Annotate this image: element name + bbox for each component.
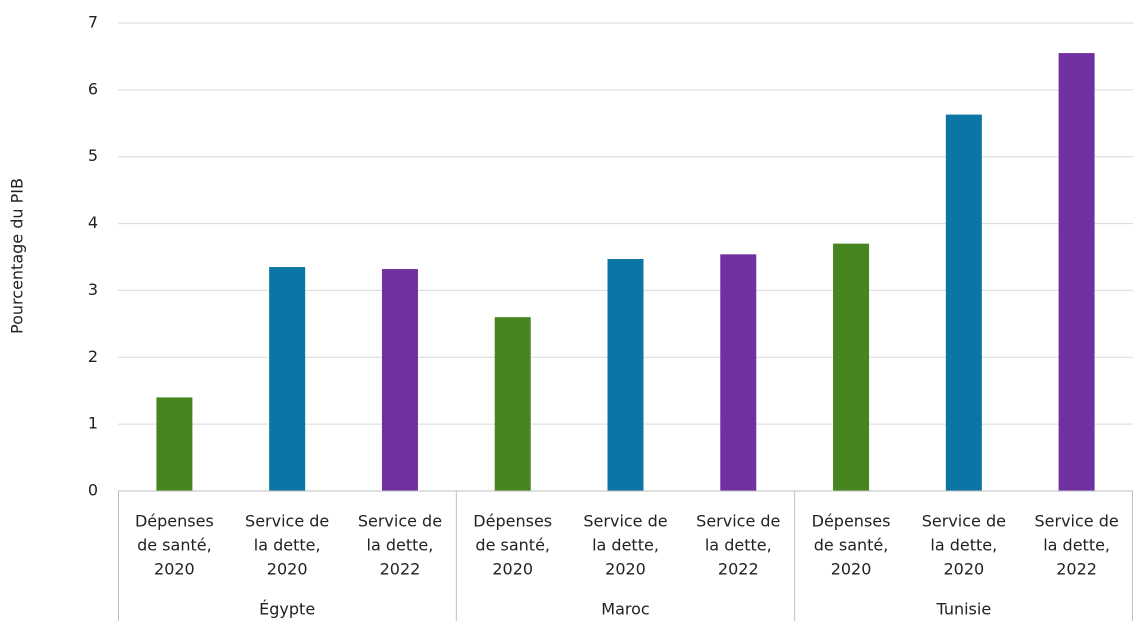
group-label: Maroc — [601, 600, 649, 619]
x-tick-label: 2022 — [718, 560, 759, 579]
group-label: Tunisie — [935, 600, 991, 619]
x-tick-label: Dépenses — [473, 512, 552, 531]
x-tick-label: la dette, — [1043, 536, 1110, 555]
bar — [833, 243, 870, 491]
x-tick-label: la dette, — [592, 536, 659, 555]
y-tick-label: 3 — [88, 280, 98, 299]
y-tick-label: 4 — [88, 213, 98, 232]
x-tick-label: de santé, — [137, 536, 212, 555]
bar — [156, 397, 193, 491]
bar — [494, 317, 531, 491]
x-tick-label: Service de — [583, 512, 667, 531]
x-tick-label: 2022 — [1056, 560, 1097, 579]
bar — [720, 254, 757, 491]
x-tick-label: 2020 — [943, 560, 984, 579]
x-tick-label: 2020 — [267, 560, 308, 579]
x-tick-label: Service de — [358, 512, 442, 531]
x-tick-label: la dette, — [705, 536, 772, 555]
x-tick-label: la dette, — [254, 536, 321, 555]
x-tick-label: Service de — [696, 512, 780, 531]
x-tick-label: Service de — [1035, 512, 1119, 531]
x-tick-label: Dépenses — [135, 512, 214, 531]
x-tick-label: de santé, — [814, 536, 889, 555]
bar — [945, 114, 982, 491]
y-tick-label: 2 — [88, 347, 98, 366]
y-tick-label: 5 — [88, 146, 98, 165]
x-tick-label: la dette, — [930, 536, 997, 555]
x-tick-label: 2022 — [380, 560, 421, 579]
x-tick-label: la dette, — [367, 536, 434, 555]
group-label: Égypte — [259, 600, 315, 619]
y-tick-label: 1 — [88, 414, 98, 433]
x-tick-label: Service de — [922, 512, 1006, 531]
x-tick-label: Service de — [245, 512, 329, 531]
y-tick-label: 0 — [88, 481, 98, 500]
y-tick-label: 7 — [88, 13, 98, 32]
x-tick-label: 2020 — [605, 560, 646, 579]
x-tick-label: 2020 — [154, 560, 195, 579]
x-tick-label: 2020 — [492, 560, 533, 579]
bar — [1058, 53, 1095, 491]
bar — [381, 269, 418, 491]
y-axis-label: Pourcentage du PIB — [8, 178, 27, 334]
bar — [269, 267, 306, 491]
bar — [607, 259, 644, 491]
x-tick-label: 2020 — [831, 560, 872, 579]
x-tick-label: Dépenses — [812, 512, 891, 531]
x-tick-label: de santé, — [475, 536, 550, 555]
y-tick-label: 6 — [88, 79, 98, 98]
